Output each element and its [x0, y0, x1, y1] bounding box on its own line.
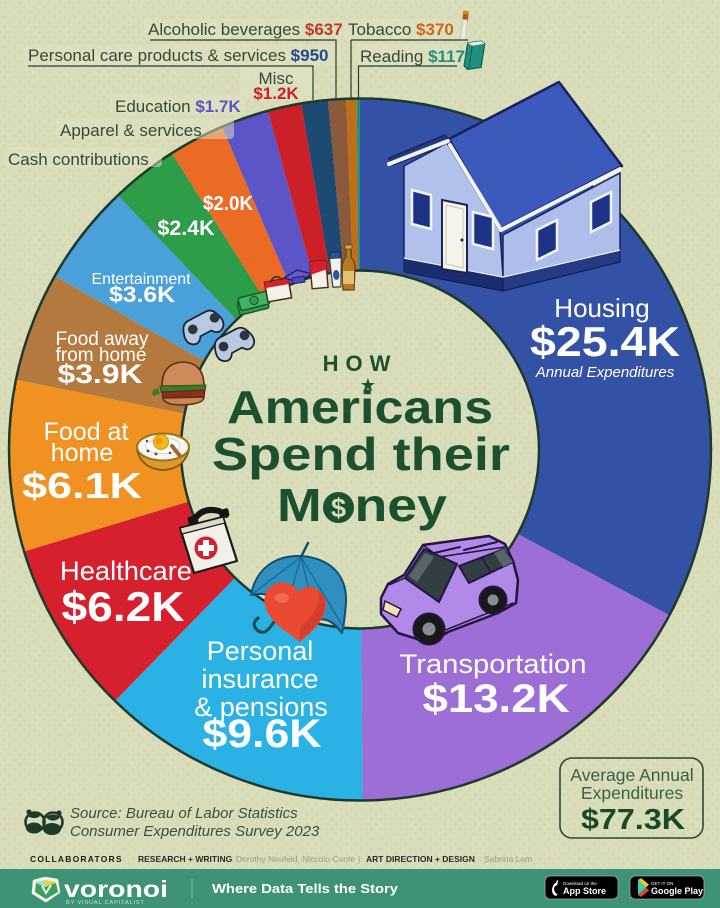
svg-text:Cash contributions: Cash contributions: [8, 150, 149, 169]
svg-text:Transportation: Transportation: [400, 649, 587, 679]
svg-text:$77.3K: $77.3K: [581, 804, 685, 836]
svg-text:BY VISUAL CAPITALIST: BY VISUAL CAPITALIST: [66, 900, 145, 906]
svg-text:RESEARCH + WRITING: RESEARCH + WRITING: [138, 854, 233, 864]
svg-text:& pensions: & pensions: [194, 692, 328, 722]
svg-text:Personal: Personal: [207, 636, 314, 666]
svg-text:$3.6K: $3.6K: [109, 282, 175, 307]
svg-text:|: |: [358, 854, 360, 864]
svg-text:voronoi: voronoi: [64, 876, 168, 902]
svg-text:$6.2K: $6.2K: [62, 583, 185, 630]
svg-text:Food away: Food away: [56, 329, 149, 350]
svg-text:Alcoholic beverages $637: Alcoholic beverages $637: [148, 20, 343, 39]
svg-text:Source: Bureau of Labor Statis: Source: Bureau of Labor Statistics: [70, 805, 298, 822]
svg-text:★: ★: [360, 375, 376, 395]
svg-text:Food at: Food at: [44, 418, 129, 446]
svg-text:Dorothy Neufeld, Niccolo Conte: Dorothy Neufeld, Niccolo Conte: [236, 854, 355, 864]
svg-text:Money: Money: [277, 479, 447, 531]
svg-text:Where Data Tells the Story: Where Data Tells the Story: [212, 881, 399, 896]
svg-text:Reading $117: Reading $117: [360, 47, 465, 66]
svg-text:Apparel & services: Apparel & services: [60, 121, 202, 140]
svg-text:home: home: [51, 439, 114, 467]
svg-text:Average Annual: Average Annual: [570, 765, 693, 785]
svg-text:Housing: Housing: [554, 293, 649, 323]
svg-text:COLLABORATORS: COLLABORATORS: [30, 854, 123, 864]
svg-text:Education $1.7K: Education $1.7K: [115, 97, 241, 116]
svg-text:Tobacco $370: Tobacco $370: [348, 20, 454, 39]
svg-text:Americans: Americans: [227, 381, 493, 433]
svg-text:Entertainment: Entertainment: [92, 271, 192, 288]
svg-text:$9.6K: $9.6K: [203, 712, 322, 756]
svg-text:App Store: App Store: [563, 886, 606, 896]
svg-text:Sabrina Lam: Sabrina Lam: [484, 854, 532, 864]
svg-text:$3.9K: $3.9K: [58, 359, 144, 389]
svg-text:Google Play: Google Play: [651, 886, 703, 896]
svg-text:from home: from home: [56, 345, 147, 366]
svg-text:Annual Expenditures: Annual Expenditures: [535, 364, 675, 381]
svg-text:insurance: insurance: [201, 664, 318, 694]
svg-text:$13.2K: $13.2K: [423, 677, 570, 721]
svg-text:$2.4K: $2.4K: [158, 217, 215, 240]
svg-text:$25.4K: $25.4K: [530, 318, 680, 365]
svg-text:Consumer Expenditures Survey 2: Consumer Expenditures Survey 2023: [70, 823, 320, 840]
svg-text:$6.1K: $6.1K: [22, 465, 142, 506]
svg-text:$1.2K: $1.2K: [253, 84, 299, 103]
svg-text:$: $: [331, 493, 346, 523]
svg-text:$2.0K: $2.0K: [203, 193, 254, 215]
svg-text:Spend their: Spend their: [212, 428, 510, 480]
svg-text:Download on the: Download on the: [563, 881, 597, 886]
svg-text:Misc: Misc: [259, 69, 294, 88]
svg-text:Healthcare: Healthcare: [60, 556, 192, 586]
svg-text:GET IT ON: GET IT ON: [651, 881, 673, 886]
svg-text:Personal care products & servi: Personal care products & services $950: [28, 46, 329, 65]
svg-text:ART DIRECTION + DESIGN: ART DIRECTION + DESIGN: [366, 854, 475, 864]
svg-text:HOW: HOW: [323, 351, 398, 376]
svg-text:Expenditures: Expenditures: [581, 783, 683, 803]
